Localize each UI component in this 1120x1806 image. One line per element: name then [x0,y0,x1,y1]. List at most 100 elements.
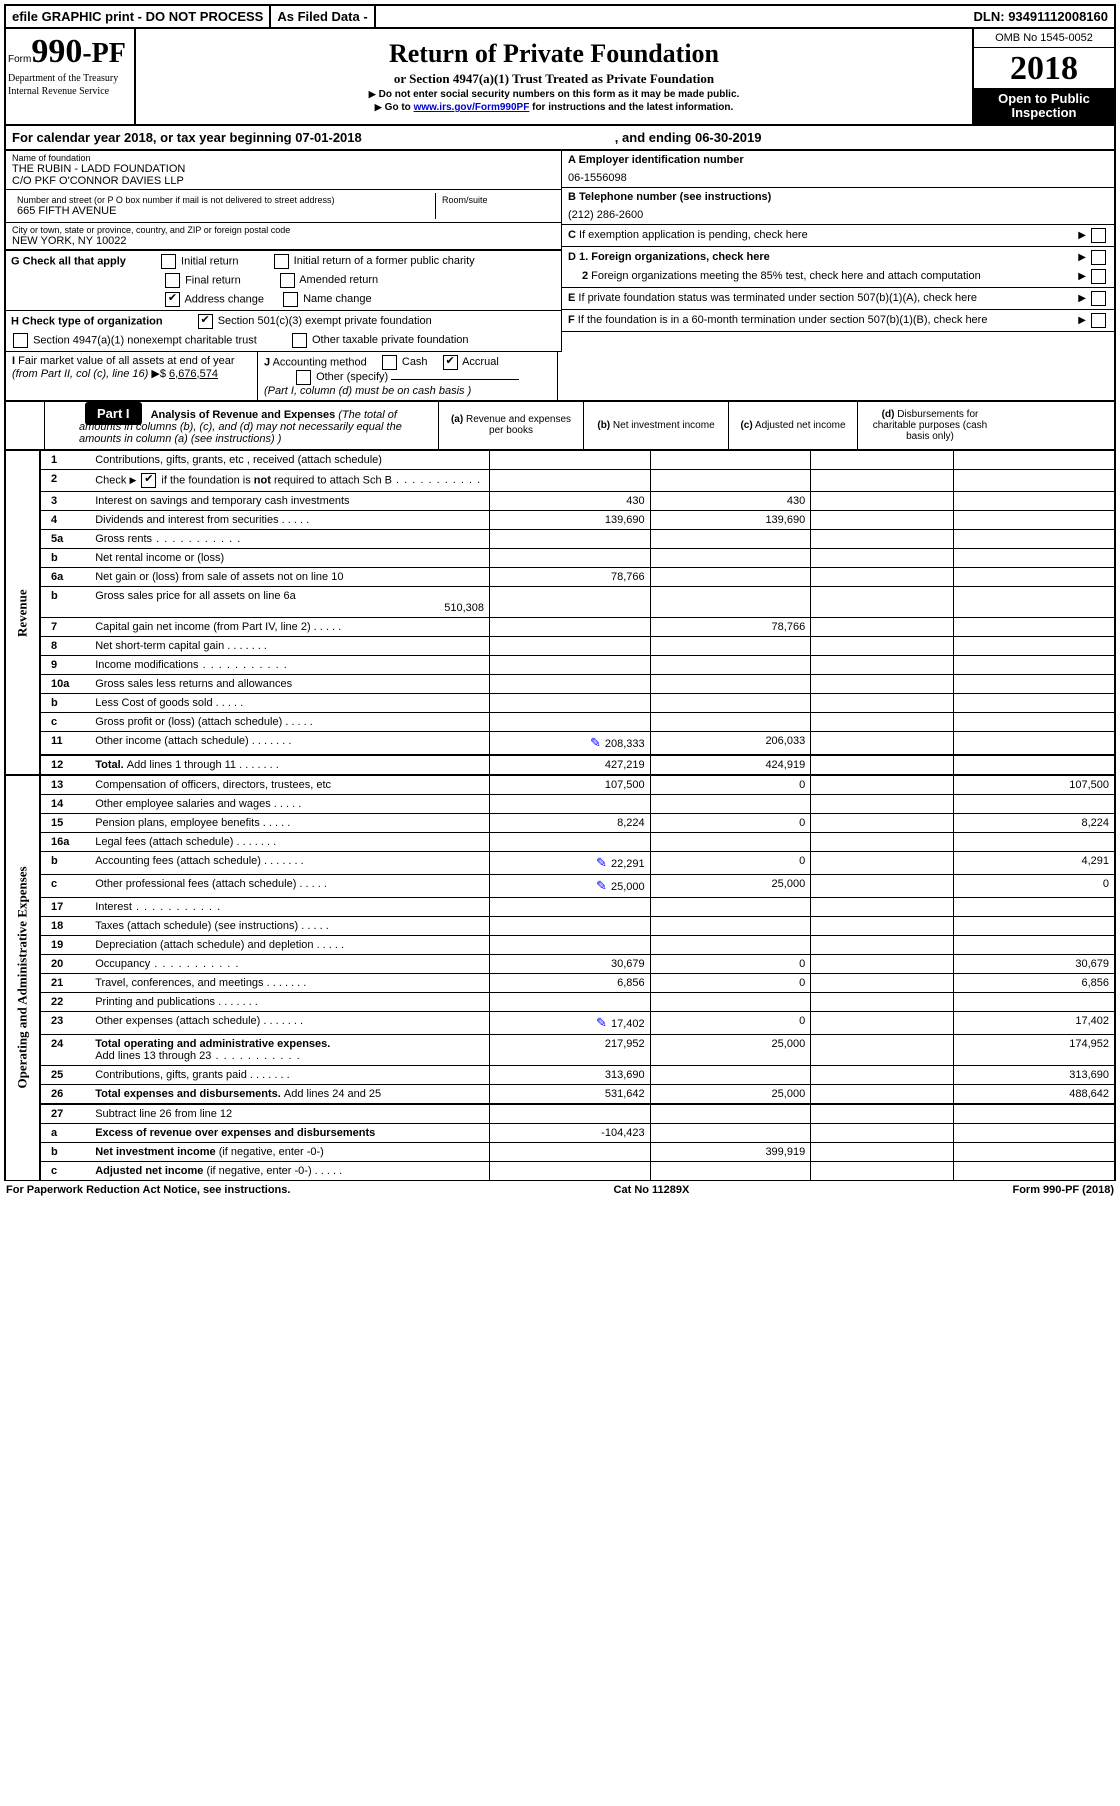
table-row: b Net rental income or (loss) [5,548,1115,567]
col-a-header: (a) Revenue and expenses per books [438,402,583,449]
col-c-val [811,973,954,992]
col-a-val: ✎25,000 [490,874,651,897]
table-row: 12 Total. Add lines 1 through 11 427,219… [5,755,1115,775]
col-d-val [954,674,1115,693]
checkbox-501c3[interactable] [198,314,213,329]
part1-header: Part I Analysis of Revenue and Expenses … [4,402,1116,451]
col-c-val [811,1104,954,1124]
phone-label: B Telephone number (see instructions) [568,191,1108,203]
table-row: 8 Net short-term capital gain [5,636,1115,655]
attachment-icon[interactable]: ✎ [596,855,607,870]
col-b-val [650,1065,811,1084]
col-c-val [811,510,954,529]
line-number: 27 [40,1104,90,1124]
col-d-val [954,451,1115,470]
table-row: 6a Net gain or (loss) from sale of asset… [5,567,1115,586]
checkbox-f[interactable] [1091,313,1106,328]
checkbox-d1[interactable] [1091,250,1106,265]
section-d: D 1. Foreign organizations, check here 2… [562,247,1114,288]
omb-no: OMB No 1545-0052 [974,29,1114,48]
table-row: c Other professional fees (attach schedu… [5,874,1115,897]
col-b-val: 399,919 [650,1142,811,1161]
col-c-val [811,586,954,617]
col-a-val: 6,856 [490,973,651,992]
table-row: 17 Interest [5,897,1115,916]
checkbox-name-change[interactable] [283,292,298,307]
form-subtitle: or Section 4947(a)(1) Trust Treated as P… [142,71,966,87]
line-desc: Check if the foundation is not required … [90,469,489,491]
phone: (212) 286-2600 [568,209,1108,221]
col-b-val: 0 [650,954,811,973]
title-box: Return of Private Foundation or Section … [136,29,974,124]
dln: DLN: 93491112008160 [376,6,1114,27]
line-number: 18 [40,916,90,935]
checkbox-4947[interactable] [13,333,28,348]
section-h: H Check type of organization Section 501… [6,311,561,352]
checkbox-other-taxable[interactable] [292,333,307,348]
table-row: b Net investment income (if negative, en… [5,1142,1115,1161]
col-d-val [954,712,1115,731]
col-a-val: 427,219 [490,755,651,775]
col-c-val [811,1034,954,1065]
col-d-val: 8,224 [954,813,1115,832]
col-a-val: -104,423 [490,1123,651,1142]
j-note: (Part I, column (d) must be on cash basi… [264,385,471,397]
line-number: a [40,1123,90,1142]
col-b-val: 78,766 [650,617,811,636]
line-number: 11 [40,731,90,755]
col-b-val [650,469,811,491]
table-row: Operating and Administrative Expenses 13… [5,775,1115,795]
checkbox-address-change[interactable] [165,292,180,307]
line-number: 19 [40,935,90,954]
checkbox-initial-return[interactable] [161,254,176,269]
col-b-val: 0 [650,973,811,992]
line-desc: Compensation of officers, directors, tru… [90,775,489,795]
checkbox-other-method[interactable] [296,370,311,385]
col-b-val: 0 [650,813,811,832]
attachment-icon[interactable]: ✎ [596,878,607,893]
table-row: 10a Gross sales less returns and allowan… [5,674,1115,693]
col-d-val [954,510,1115,529]
checkbox-initial-former[interactable] [274,254,289,269]
dept-treasury: Department of the Treasury [8,73,132,84]
efile-text: efile GRAPHIC print - DO NOT PROCESS [6,6,271,27]
irs: Internal Revenue Service [8,86,132,97]
line-desc: Total operating and administrative expen… [90,1034,489,1065]
col-c-val [811,897,954,916]
col-a-val [490,1104,651,1124]
line-desc: Interest [90,897,489,916]
attachment-icon[interactable]: ✎ [590,735,601,750]
col-a-val: 430 [490,491,651,510]
line-number: 6a [40,567,90,586]
line-desc: Gross rents [90,529,489,548]
revenue-side-label: Revenue [5,451,40,775]
checkbox-amended[interactable] [280,273,295,288]
checkbox-c[interactable] [1091,228,1106,243]
col-b-header: (b) Net investment income [583,402,728,449]
line-number: 23 [40,1011,90,1034]
col-a-val [490,712,651,731]
col-d-val [954,655,1115,674]
line-number: 22 [40,992,90,1011]
irs-link[interactable]: www.irs.gov/Form990PF [414,102,530,113]
checkbox-d2[interactable] [1091,269,1106,284]
line-number: 17 [40,897,90,916]
c-label: If exemption application is pending, che… [579,229,808,241]
table-row: 4 Dividends and interest from securities… [5,510,1115,529]
checkbox-e[interactable] [1091,291,1106,306]
checkbox-cash[interactable] [382,355,397,370]
checkbox-accrual[interactable] [443,355,458,370]
checkbox-final-return[interactable] [165,273,180,288]
line-number: 12 [40,755,90,775]
col-b-val [650,1104,811,1124]
col-a-val [490,469,651,491]
table-row: 27 Subtract line 26 from line 12 [5,1104,1115,1124]
table-row: 25 Contributions, gifts, grants paid 313… [5,1065,1115,1084]
col-a-val [490,548,651,567]
col-c-val [811,1011,954,1034]
footer-left: For Paperwork Reduction Act Notice, see … [6,1184,290,1196]
line-number: 14 [40,794,90,813]
col-c-val [811,636,954,655]
line-number: 9 [40,655,90,674]
attachment-icon[interactable]: ✎ [596,1015,607,1030]
